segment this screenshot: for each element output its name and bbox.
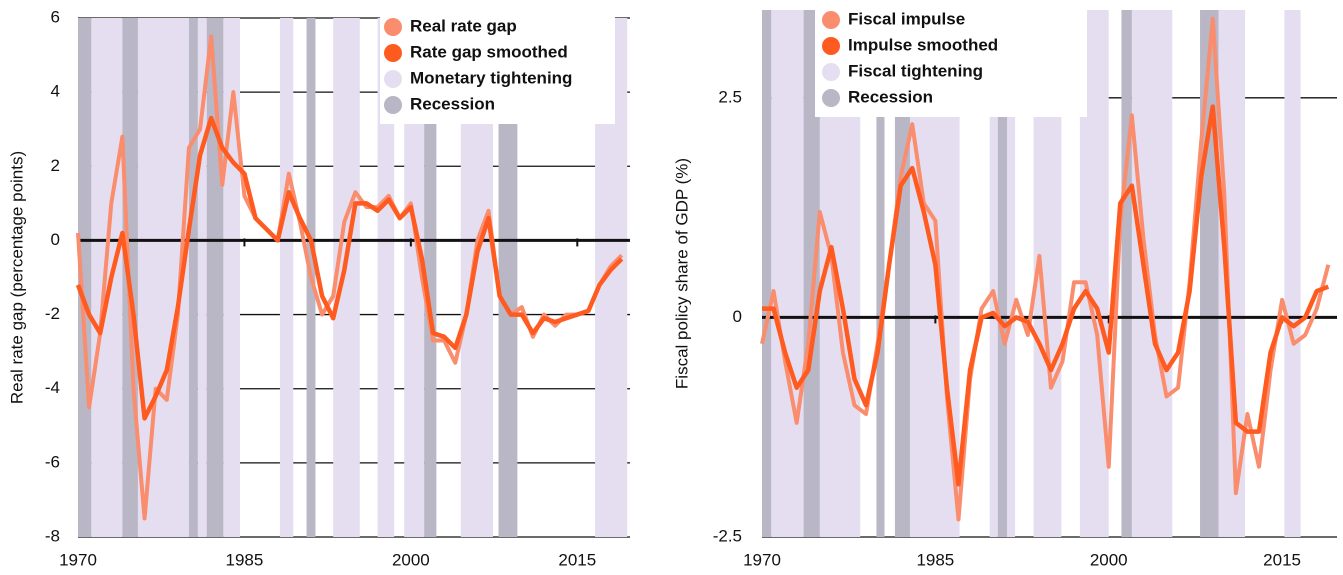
legend-marker (384, 70, 402, 88)
shaded-period (771, 10, 804, 537)
legend-box (380, 12, 615, 124)
shaded-period (1131, 10, 1173, 537)
legend-label: Real rate gap (410, 16, 517, 35)
y-tick-label: -8 (45, 526, 60, 545)
x-tick-label: 2015 (558, 550, 596, 569)
x-tick-label: 2000 (392, 550, 430, 569)
y-tick-label: -4 (45, 378, 60, 397)
y-tick-label: 6 (51, 7, 60, 26)
y-axis-label: Fiscal policy share of GDP (%) (672, 158, 691, 389)
x-tick-label: 2000 (1090, 550, 1128, 569)
legend-marker (384, 96, 402, 114)
y-tick-label: -2 (45, 304, 60, 323)
legend-label: Monetary tightening (410, 68, 572, 87)
legend-marker (822, 11, 840, 29)
legend-marker (384, 18, 402, 36)
legend-label: Rate gap smoothed (410, 42, 568, 61)
legend-label: Impulse smoothed (848, 35, 998, 54)
shaded-period (498, 18, 518, 537)
legend-label: Fiscal impulse (848, 9, 965, 28)
y-tick-label: 4 (51, 82, 60, 101)
y-tick-label: -2.5 (713, 526, 742, 545)
legend-marker (822, 63, 840, 81)
series-line (75, 115, 624, 421)
y-tick-label: 0 (733, 307, 742, 326)
shaded-period (1284, 10, 1301, 537)
shaded-period (377, 18, 395, 537)
shaded-period (894, 10, 910, 537)
y-axis-label: Real rate gap (percentage points) (7, 151, 26, 404)
y-tick-label: -6 (45, 452, 60, 471)
x-tick-label: 1985 (226, 550, 264, 569)
series-line (762, 104, 1330, 487)
legend-marker (822, 37, 840, 55)
shaded-period (762, 10, 772, 537)
x-tick-label: 1970 (59, 550, 97, 569)
shaded-period (279, 18, 294, 537)
legend-label: Recession (410, 94, 495, 113)
shaded-period (188, 18, 198, 537)
x-tick-label: 1985 (916, 550, 954, 569)
y-tick-label: 2 (51, 156, 60, 175)
shaded-period (197, 18, 207, 537)
legend-box (815, 5, 1087, 117)
y-tick-label: 0 (51, 230, 60, 249)
shaded-period (424, 18, 437, 537)
legend-marker (384, 44, 402, 62)
x-tick-label: 1970 (743, 550, 781, 569)
y-tick-label: 2.5 (718, 87, 742, 106)
legend-label: Fiscal tightening (848, 61, 983, 80)
shaded-period (876, 10, 885, 537)
shaded-period (1007, 10, 1016, 537)
shaded-period (803, 10, 820, 537)
shaded-period (997, 10, 1008, 537)
legend-label: Recession (848, 87, 933, 106)
shaded-period (989, 10, 998, 537)
series-line (760, 16, 1331, 522)
shaded-period (404, 18, 425, 537)
legend-marker (822, 89, 840, 107)
x-tick-label: 2015 (1263, 550, 1301, 569)
shaded-period (1121, 10, 1132, 537)
